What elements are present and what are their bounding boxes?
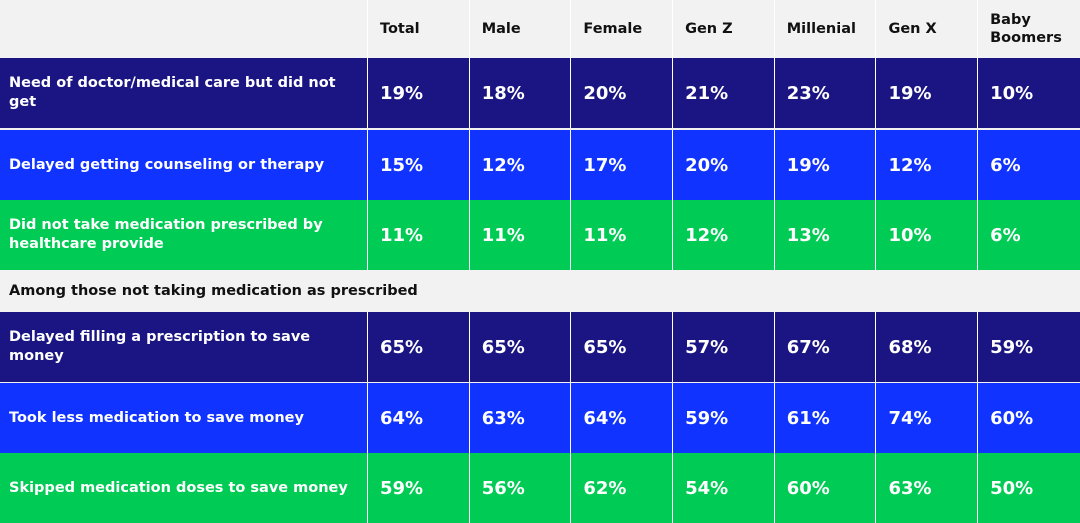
table-cell-value: 59% <box>368 453 470 523</box>
table-row: Delayed filling a prescription to save m… <box>0 312 1080 382</box>
section-label: Among those not taking medication as pre… <box>9 283 418 299</box>
table-cell-value: 18% <box>470 58 572 128</box>
table-cell-value: 64% <box>368 383 470 453</box>
table-cell-value: 12% <box>673 200 775 270</box>
header-corner-cell <box>0 0 368 58</box>
row-label: Need of doctor/medical care but did not … <box>0 58 368 128</box>
table-row: Skipped medication doses to save money 5… <box>0 453 1080 523</box>
column-header-male: Male <box>470 0 572 58</box>
table-cell-value: 67% <box>775 312 877 382</box>
row-label: Delayed getting counseling or therapy <box>0 130 368 200</box>
table-cell-value: 57% <box>673 312 775 382</box>
table-cell-value: 50% <box>990 477 1034 499</box>
table-cell-value: 63% <box>876 453 979 523</box>
table-row: Need of doctor/medical care but did not … <box>0 58 1080 128</box>
column-header-millenial: Millenial <box>775 0 877 58</box>
header-row: Total Male Female Gen Z Millenial Gen X … <box>0 0 1080 58</box>
table-cell-value: 11% <box>470 200 572 270</box>
table-cell-value: 23% <box>775 58 877 128</box>
table-cell-value: 63% <box>470 383 572 453</box>
table-cell-value: 64% <box>571 383 674 453</box>
table-cell-value: 59% <box>990 336 1034 358</box>
table-cell-value: 68% <box>876 312 979 382</box>
column-header-gen-z: Gen Z <box>673 0 775 58</box>
column-header-female: Female <box>571 0 674 58</box>
table-cell-value: 6% <box>990 224 1021 246</box>
section-row: Among those not taking medication as pre… <box>0 272 1080 310</box>
row-label: Took less medication to save money <box>0 383 368 453</box>
table-cell-value: 20% <box>673 130 775 200</box>
table-cell-value: 13% <box>775 200 877 270</box>
table-cell-value: 15% <box>368 130 470 200</box>
table-cell-value: 60% <box>775 453 877 523</box>
table-cell-value: 11% <box>571 200 674 270</box>
table-row: Took less medication to save money 64% 6… <box>0 383 1080 453</box>
table-cell-value: 6% <box>990 154 1021 176</box>
table-cell-value: 17% <box>571 130 674 200</box>
table-cell-value: 60% <box>990 407 1034 429</box>
table-cell-value: 65% <box>368 312 470 382</box>
table-cell-value: 54% <box>673 453 775 523</box>
row-label: Skipped medication doses to save money <box>0 453 368 523</box>
column-header-total: Total <box>368 0 470 58</box>
table-cell-value: 20% <box>571 58 674 128</box>
table-cell-value: 61% <box>775 383 877 453</box>
table-row: Did not take medication prescribed by he… <box>0 200 1080 270</box>
table-cell-value: 19% <box>775 130 877 200</box>
row-label: Did not take medication prescribed by he… <box>0 200 368 270</box>
table-cell-value: 65% <box>470 312 572 382</box>
table-cell-value: 59% <box>673 383 775 453</box>
table-cell-value: 10% <box>876 200 979 270</box>
table-cell-value: 11% <box>368 200 470 270</box>
table-cell-value: 12% <box>470 130 572 200</box>
table-cell-value: 12% <box>876 130 979 200</box>
table-cell-value: 56% <box>470 453 572 523</box>
column-header-baby-boomers: Baby Boomers <box>990 12 1062 46</box>
row-label: Delayed filling a prescription to save m… <box>0 312 368 382</box>
table-cell-value: 10% <box>990 82 1034 104</box>
column-header-gen-x: Gen X <box>876 0 979 58</box>
table-cell-value: 74% <box>876 383 979 453</box>
table-cell-value: 62% <box>571 453 674 523</box>
table-cell-value: 19% <box>368 58 470 128</box>
table-cell-value: 19% <box>876 58 979 128</box>
table-cell-value: 65% <box>571 312 674 382</box>
table-cell-value: 21% <box>673 58 775 128</box>
table-row: Delayed getting counseling or therapy 15… <box>0 130 1080 200</box>
